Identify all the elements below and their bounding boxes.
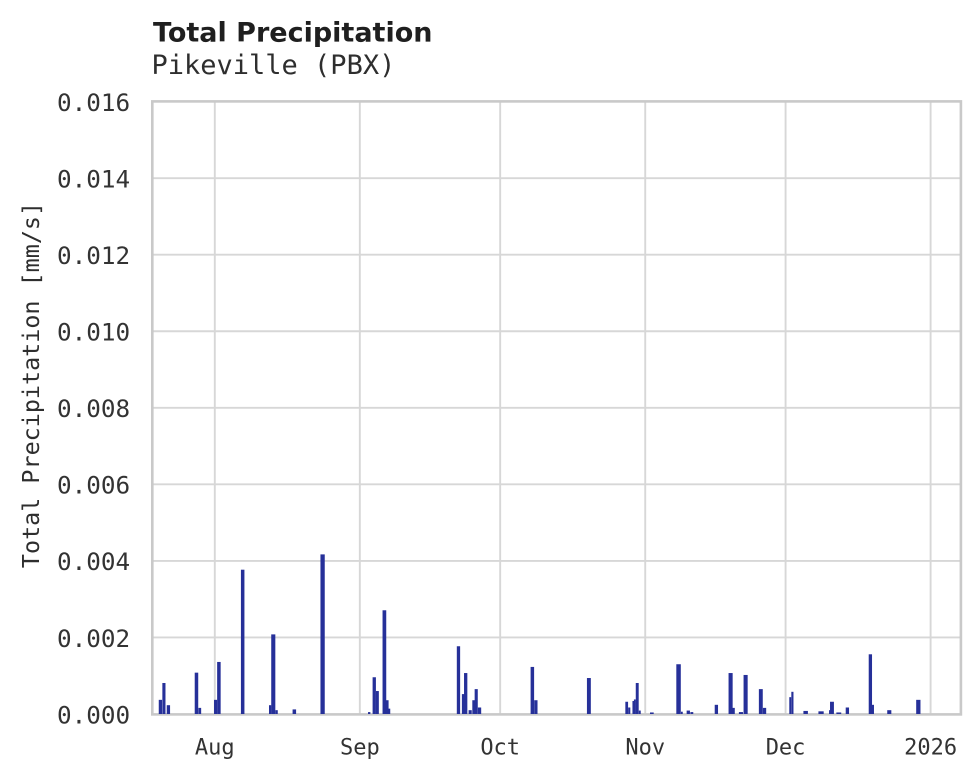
precipitation-bar xyxy=(732,707,735,714)
precipitation-bar xyxy=(762,707,767,714)
y-tick-label: 0.000 xyxy=(57,700,130,729)
precipitation-bar xyxy=(830,701,834,714)
precipitation-bar xyxy=(871,704,874,714)
precipitation-bar xyxy=(530,666,535,714)
precipitation-bar xyxy=(166,705,171,714)
precipitation-bar xyxy=(477,707,482,714)
precipitation-bar xyxy=(240,569,245,714)
precipitation-bar xyxy=(743,674,748,714)
x-tick-label: Aug xyxy=(195,735,235,760)
x-tick-label: Dec xyxy=(766,735,806,760)
precipitation-bar xyxy=(268,705,272,714)
precipitation-bar xyxy=(292,709,297,714)
y-axis-label: Total Precipitation [mm/s] xyxy=(17,202,45,568)
chart-title: Total Precipitation xyxy=(153,18,432,49)
y-tick-label: 0.012 xyxy=(57,241,130,270)
precipitation-bar xyxy=(586,678,591,714)
precipitation-bar xyxy=(635,682,639,714)
precipitation-bar xyxy=(217,661,221,714)
precipitation-bar xyxy=(275,710,278,714)
x-tick-label: Nov xyxy=(625,735,665,760)
x-tick-label: Sep xyxy=(340,735,380,760)
precipitation-bar xyxy=(385,700,389,714)
precipitation-bar xyxy=(789,697,792,714)
y-tick-label: 0.016 xyxy=(57,88,130,117)
precipitation-bar xyxy=(791,691,794,714)
precipitation-bar xyxy=(382,610,387,714)
precipitation-bar xyxy=(162,682,166,714)
precipitation-bar xyxy=(818,711,824,714)
precipitation-bar xyxy=(916,699,921,714)
precipitation-bar xyxy=(472,700,476,714)
precipitation-bar xyxy=(534,700,538,714)
precipitation-bar xyxy=(375,691,379,714)
precipitation-bar xyxy=(633,699,636,714)
precipitation-bar xyxy=(638,710,641,714)
precipitation-bar xyxy=(198,707,202,714)
x-axis-tick-labels: Aug Sep Oct Nov Dec 2026 xyxy=(195,735,957,760)
precipitation-bar xyxy=(194,672,199,714)
y-tick-label: 0.004 xyxy=(57,547,130,576)
precipitation-bar xyxy=(214,699,218,714)
precipitation-bar xyxy=(676,664,681,714)
precipitation-bar xyxy=(758,689,763,714)
plot-border xyxy=(151,100,963,716)
y-tick-label: 0.014 xyxy=(57,164,130,193)
precipitation-bar xyxy=(271,634,276,714)
precipitation-bar xyxy=(690,712,694,714)
chart-subtitle: Pikeville (PBX) xyxy=(152,50,396,81)
precipitation-bar xyxy=(372,677,376,714)
precipitation-bar xyxy=(628,707,631,714)
precipitation-bar xyxy=(320,554,325,714)
y-axis-tick-labels: 0.000 0.002 0.004 0.006 0.008 0.010 0.012 0.014… xyxy=(57,88,130,729)
precipitation-bar xyxy=(829,710,831,714)
precipitation-bar xyxy=(632,700,635,714)
precipitation-bar xyxy=(728,673,733,714)
precipitation-bar xyxy=(803,710,808,714)
bars-layer xyxy=(158,554,921,714)
precipitation-bar xyxy=(368,712,371,714)
precipitation-bar xyxy=(474,689,478,714)
precipitation-bar xyxy=(738,712,743,714)
precipitation-bar xyxy=(845,707,850,714)
precipitation-bar xyxy=(468,710,472,714)
precipitation-bar xyxy=(649,712,654,714)
y-tick-label: 0.010 xyxy=(57,318,130,347)
precipitation-bar xyxy=(158,699,163,714)
precipitation-bar xyxy=(714,704,719,714)
grid-layer xyxy=(152,101,961,715)
precipitation-bar xyxy=(836,712,842,714)
x-tick-label: 2026 xyxy=(904,735,957,760)
precipitation-bar xyxy=(625,701,629,714)
precipitation-bar xyxy=(868,654,873,714)
y-tick-label: 0.006 xyxy=(57,471,130,500)
precipitation-bar xyxy=(887,710,892,714)
precipitation-bar xyxy=(461,694,465,714)
precipitation-bar xyxy=(388,708,391,714)
precipitation-bar xyxy=(680,711,683,714)
precipitation-bar xyxy=(456,646,461,714)
precipitation-bar xyxy=(464,673,468,714)
y-tick-label: 0.008 xyxy=(57,394,130,423)
x-tick-label: Oct xyxy=(480,735,520,760)
precipitation-bar xyxy=(686,710,690,714)
y-tick-label: 0.002 xyxy=(57,624,130,653)
